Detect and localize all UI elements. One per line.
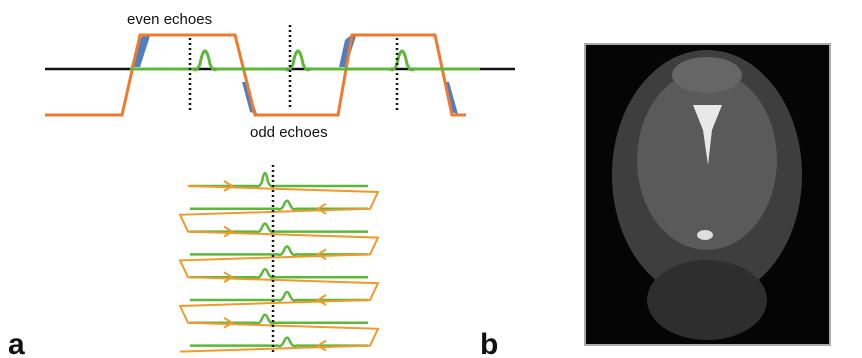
echo-line [190,338,368,347]
echo-signal [130,51,480,70]
trajectory [180,186,378,352]
figure: even echoes odd echoes a b [0,0,862,358]
gradient-error [131,36,458,114]
echo-line [190,173,368,187]
echo-line [190,201,368,210]
readout-gradient [45,35,466,115]
panel-label: a [8,328,25,358]
k-space-trajectory [180,173,378,352]
echo-line [190,224,368,233]
echo-line [190,269,368,278]
echo-line [190,292,368,301]
echo-line [190,246,368,255]
odd-label: odd echoes [250,124,328,141]
echo-line [190,315,368,324]
even-label: even echoes [127,11,212,28]
panel-label: b [480,328,498,358]
page: even echoes odd echoes a b (() => { cons… [0,0,862,358]
